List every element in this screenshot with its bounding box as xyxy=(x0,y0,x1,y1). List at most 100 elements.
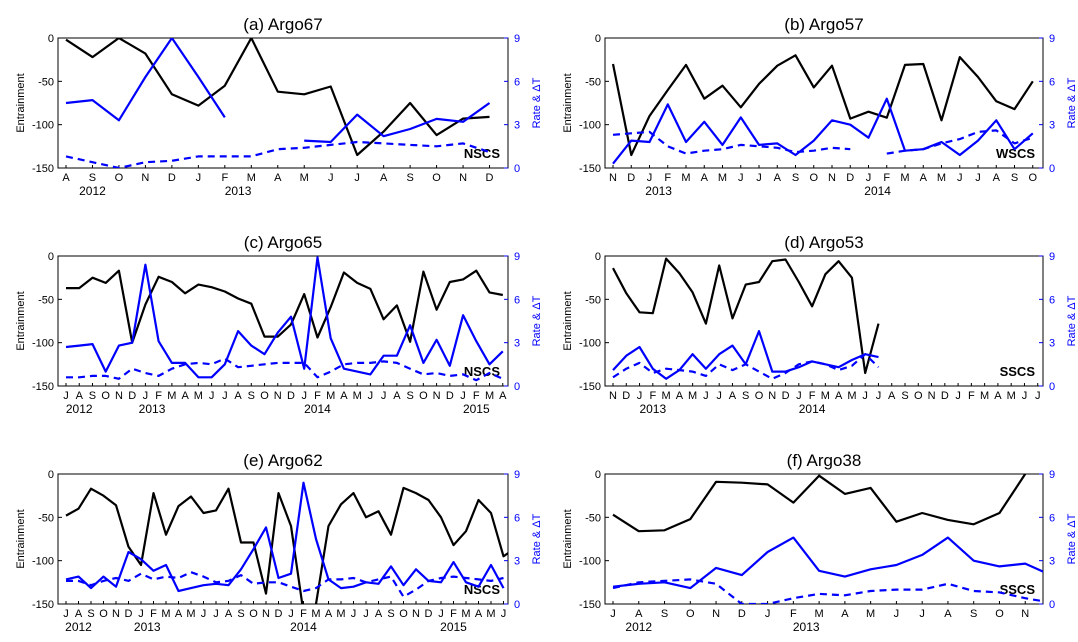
year-label: 2014 xyxy=(799,402,826,416)
x-tick-label: J xyxy=(647,172,653,184)
x-tick-label: O xyxy=(809,172,818,184)
chart-title: (a) Argo67 xyxy=(243,15,322,34)
x-tick-label: M xyxy=(688,390,697,402)
series-line-3 xyxy=(886,129,1034,155)
y-axis-label-right: Rate & ΔT xyxy=(1066,513,1078,564)
year-label: 2014 xyxy=(864,184,891,198)
x-tick-label: D xyxy=(128,390,136,402)
series-line-1 xyxy=(65,38,490,157)
x-tick-label: A xyxy=(375,608,383,620)
y-tick-label-left: 0 xyxy=(595,251,601,263)
year-label: 2015 xyxy=(440,620,467,634)
y-axis-label-right: Rate & ΔT xyxy=(531,295,543,346)
x-tick-label: A xyxy=(325,608,333,620)
plot-frame xyxy=(57,255,509,387)
x-tick-label: M xyxy=(847,390,856,402)
y-tick-label-left: -50 xyxy=(585,76,601,88)
x-tick-label: J xyxy=(637,390,643,402)
x-tick-label: N xyxy=(141,172,149,184)
series-line-2 xyxy=(612,536,1043,590)
x-tick-label: N xyxy=(115,390,123,402)
y-tick-label-right: 0 xyxy=(1049,381,1055,393)
x-tick-label: O xyxy=(419,390,428,402)
x-tick-label: D xyxy=(275,608,283,620)
year-label: 2013 xyxy=(139,402,166,416)
region-label: SSCS xyxy=(1000,582,1036,597)
y-tick-label-right: 9 xyxy=(514,33,520,45)
x-tick-label: N xyxy=(712,608,720,620)
x-tick-label: M xyxy=(681,172,690,184)
x-tick-label: J xyxy=(501,608,507,620)
y-tick-label-right: 9 xyxy=(514,469,520,481)
x-tick-label: J xyxy=(765,608,771,620)
chart-panel-3: (c) Argo65 0 -50 -100 -150 0 3 6 9 Entrainment Rat… xyxy=(15,233,543,416)
x-tick-label: N xyxy=(609,390,617,402)
plot-frame xyxy=(604,255,1044,387)
x-tick-label: J xyxy=(716,390,722,402)
plot-frame xyxy=(604,37,1044,169)
x-tick-label: N xyxy=(1021,608,1029,620)
y-tick-label-left: -150 xyxy=(32,599,54,611)
x-tick-label: D xyxy=(846,172,854,184)
x-tick-label: A xyxy=(340,390,348,402)
x-tick-label: D xyxy=(622,390,630,402)
x-tick-label: J xyxy=(866,172,872,184)
y-tick-label-right: 6 xyxy=(514,76,520,88)
y-tick-label-left: -150 xyxy=(32,381,54,393)
x-tick-label: O xyxy=(249,608,258,620)
x-tick-label: A xyxy=(75,608,83,620)
x-tick-label: J xyxy=(363,608,369,620)
x-tick-label: F xyxy=(450,608,457,620)
x-tick-label: M xyxy=(718,172,727,184)
chart-panel-6: (f) Argo38 0 -50 -100 -150 0 3 6 9 Entrainment Rat… xyxy=(562,451,1078,634)
x-tick-label: D xyxy=(782,390,790,402)
x-tick-label: J xyxy=(288,608,294,620)
x-tick-label: S xyxy=(406,390,413,402)
x-tick-label: A xyxy=(944,608,952,620)
y-tick-label-left: -100 xyxy=(579,120,601,132)
x-tick-label: M xyxy=(336,608,345,620)
series-line-2 xyxy=(612,330,879,380)
y-tick-label-left: -50 xyxy=(38,512,54,524)
x-tick-label: F xyxy=(150,608,157,620)
x-tick-label: N xyxy=(828,172,836,184)
x-tick-label: A xyxy=(175,608,183,620)
x-tick-label: D xyxy=(486,172,494,184)
series-line-1 xyxy=(612,474,1027,533)
y-tick-label-right: 0 xyxy=(514,599,520,611)
series-line-2 xyxy=(65,481,505,593)
x-tick-label: O xyxy=(914,390,923,402)
x-tick-label: M xyxy=(866,608,875,620)
x-tick-label: J xyxy=(63,608,69,620)
y-axis-label-left: Entrainment xyxy=(15,73,27,132)
region-label: WSCS xyxy=(996,146,1035,161)
series-line-2 xyxy=(612,97,1034,165)
y-tick-label-right: 3 xyxy=(514,120,520,132)
x-tick-label: N xyxy=(433,390,441,402)
x-tick-label: M xyxy=(485,390,494,402)
x-tick-label: D xyxy=(168,172,176,184)
y-tick-label-left: -50 xyxy=(38,294,54,306)
x-tick-label: M xyxy=(194,390,203,402)
x-tick-label: A xyxy=(835,390,843,402)
x-tick-label: J xyxy=(201,608,207,620)
plot-frame xyxy=(604,473,1044,605)
x-tick-label: O xyxy=(115,172,124,184)
x-tick-label: S xyxy=(1011,172,1018,184)
x-tick-label: S xyxy=(248,390,255,402)
x-tick-label: J xyxy=(756,172,762,184)
x-tick-label: S xyxy=(901,390,908,402)
x-tick-label: A xyxy=(499,390,507,402)
x-tick-label: M xyxy=(1007,390,1016,402)
x-tick-label: S xyxy=(89,390,96,402)
x-tick-label: A xyxy=(475,608,483,620)
x-tick-label: J xyxy=(975,172,981,184)
y-tick-label-right: 3 xyxy=(1049,556,1055,568)
x-tick-label: O xyxy=(101,390,110,402)
x-tick-label: S xyxy=(237,608,244,620)
x-tick-label: F xyxy=(300,608,307,620)
y-axis-label-right: Rate & ΔT xyxy=(1066,77,1078,128)
y-tick-label-left: 0 xyxy=(48,251,54,263)
y-tick-label-right: 3 xyxy=(1049,120,1055,132)
x-tick-label: J xyxy=(354,172,360,184)
